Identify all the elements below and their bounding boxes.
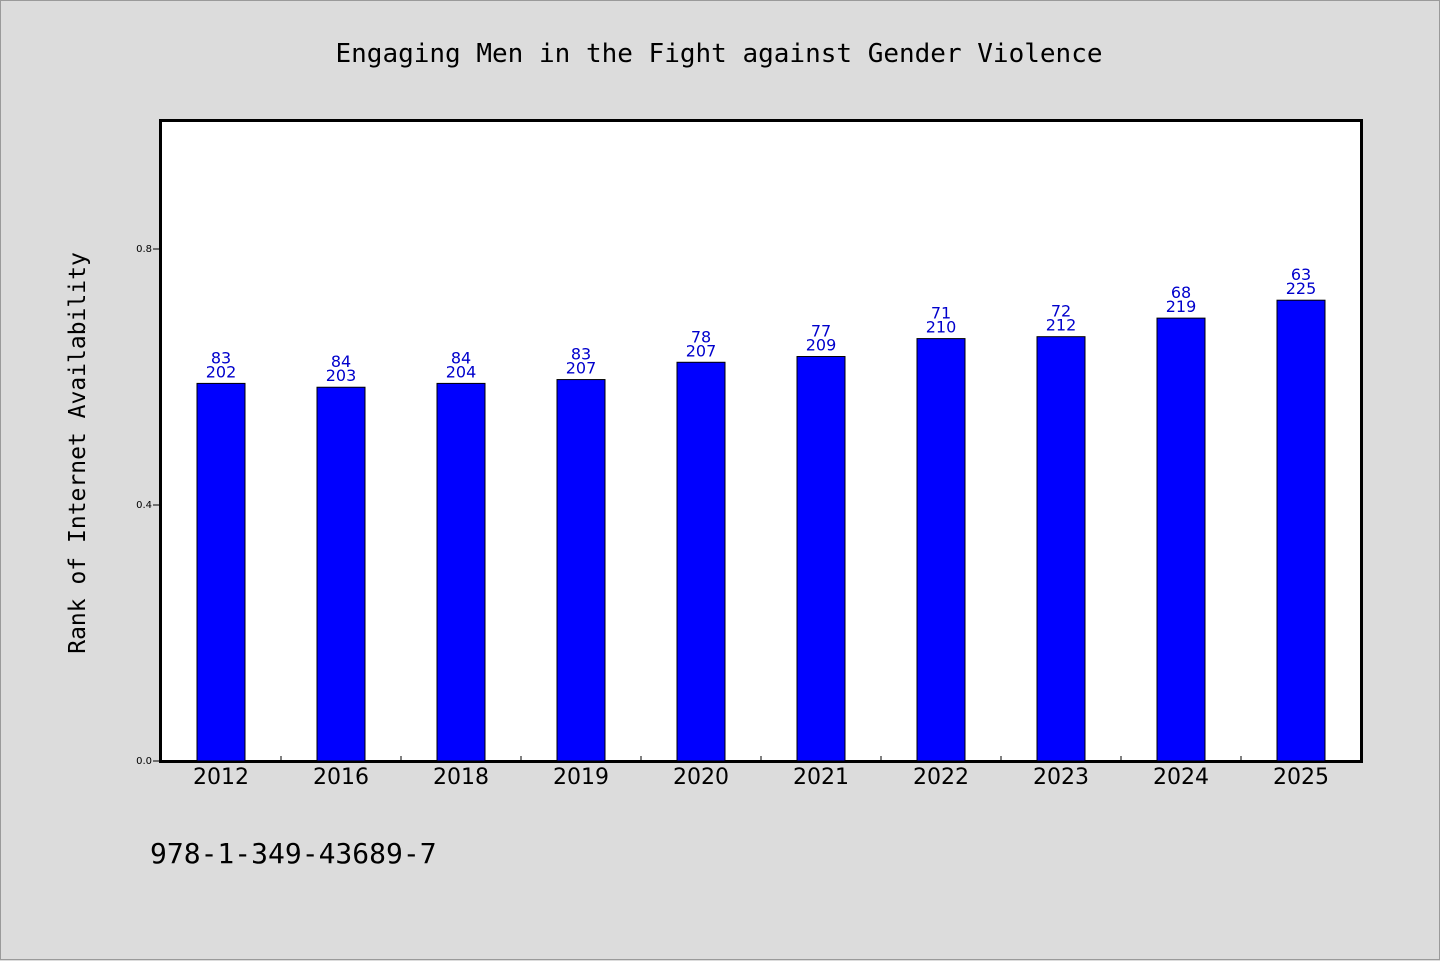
data-label-top-2019: 83 (571, 345, 591, 364)
bar-group (196, 299, 1326, 762)
y-tick-label: 0.8 (136, 244, 152, 255)
data-label-bottom-2018: 204 (446, 362, 477, 381)
y-tick-label: 0.0 (136, 756, 152, 767)
x-tick-label-2018: 2018 (433, 765, 489, 790)
x-tick-label-2023: 2023 (1033, 765, 1089, 790)
data-label-bottom-2022: 210 (926, 318, 957, 337)
data-label-bottom-2016: 203 (326, 366, 357, 385)
x-tick-label-2024: 2024 (1153, 765, 1209, 790)
y-tick-label: 0.4 (136, 500, 152, 511)
y-axis: 0.0 0.4 0.8 (136, 244, 161, 767)
x-tick-label-2025: 2025 (1273, 765, 1329, 790)
data-label-bottom-2025: 225 (1286, 279, 1317, 298)
y-axis-label: Rank of Internet Availability (65, 252, 91, 654)
x-axis: 2012 2016 2018 2019 2020 2021 2022 2023 2024 2025 (193, 756, 1329, 790)
bar-2023 (1036, 336, 1086, 762)
bar-2024 (1156, 317, 1206, 762)
x-tick-label-2012: 2012 (193, 765, 249, 790)
data-label-top-2025: 63 (1291, 265, 1311, 284)
data-label-top-2022: 71 (931, 304, 951, 323)
bar-2019 (556, 379, 606, 762)
bar-2020 (676, 361, 726, 762)
data-label-top-2012: 83 (211, 348, 231, 367)
bar-2022 (916, 338, 966, 762)
bar-2025 (1276, 299, 1326, 762)
data-label-top-2016: 84 (331, 352, 351, 371)
data-label-bottom-2024: 219 (1166, 297, 1197, 316)
data-label-bottom-2021: 209 (806, 336, 837, 355)
x-tick-label-2016: 2016 (313, 765, 369, 790)
chart-title: Engaging Men in the Fight against Gender… (335, 39, 1102, 69)
bar-2021 (796, 356, 846, 762)
isbn-footnote: 978-1-349-43689-7 (150, 837, 437, 870)
data-label-group: 8320284203842048320778207772097121072212… (206, 265, 1317, 385)
data-label-top-2021: 77 (811, 322, 831, 341)
x-tick-label-2021: 2021 (793, 765, 849, 790)
x-tick-label-2022: 2022 (913, 765, 969, 790)
data-label-top-2023: 72 (1051, 302, 1071, 321)
data-label-bottom-2023: 212 (1046, 316, 1077, 335)
data-label-bottom-2019: 207 (566, 359, 597, 378)
data-label-top-2024: 68 (1171, 283, 1191, 302)
x-tick-label-2020: 2020 (673, 765, 729, 790)
data-label-bottom-2012: 202 (206, 362, 237, 381)
x-tick-label-2019: 2019 (553, 765, 609, 790)
data-label-top-2018: 84 (451, 348, 471, 367)
bar-2012 (196, 382, 246, 762)
bar-2018 (436, 382, 486, 762)
data-label-top-2020: 78 (691, 327, 711, 346)
data-label-bottom-2020: 207 (686, 341, 717, 360)
bar-2016 (316, 386, 366, 762)
